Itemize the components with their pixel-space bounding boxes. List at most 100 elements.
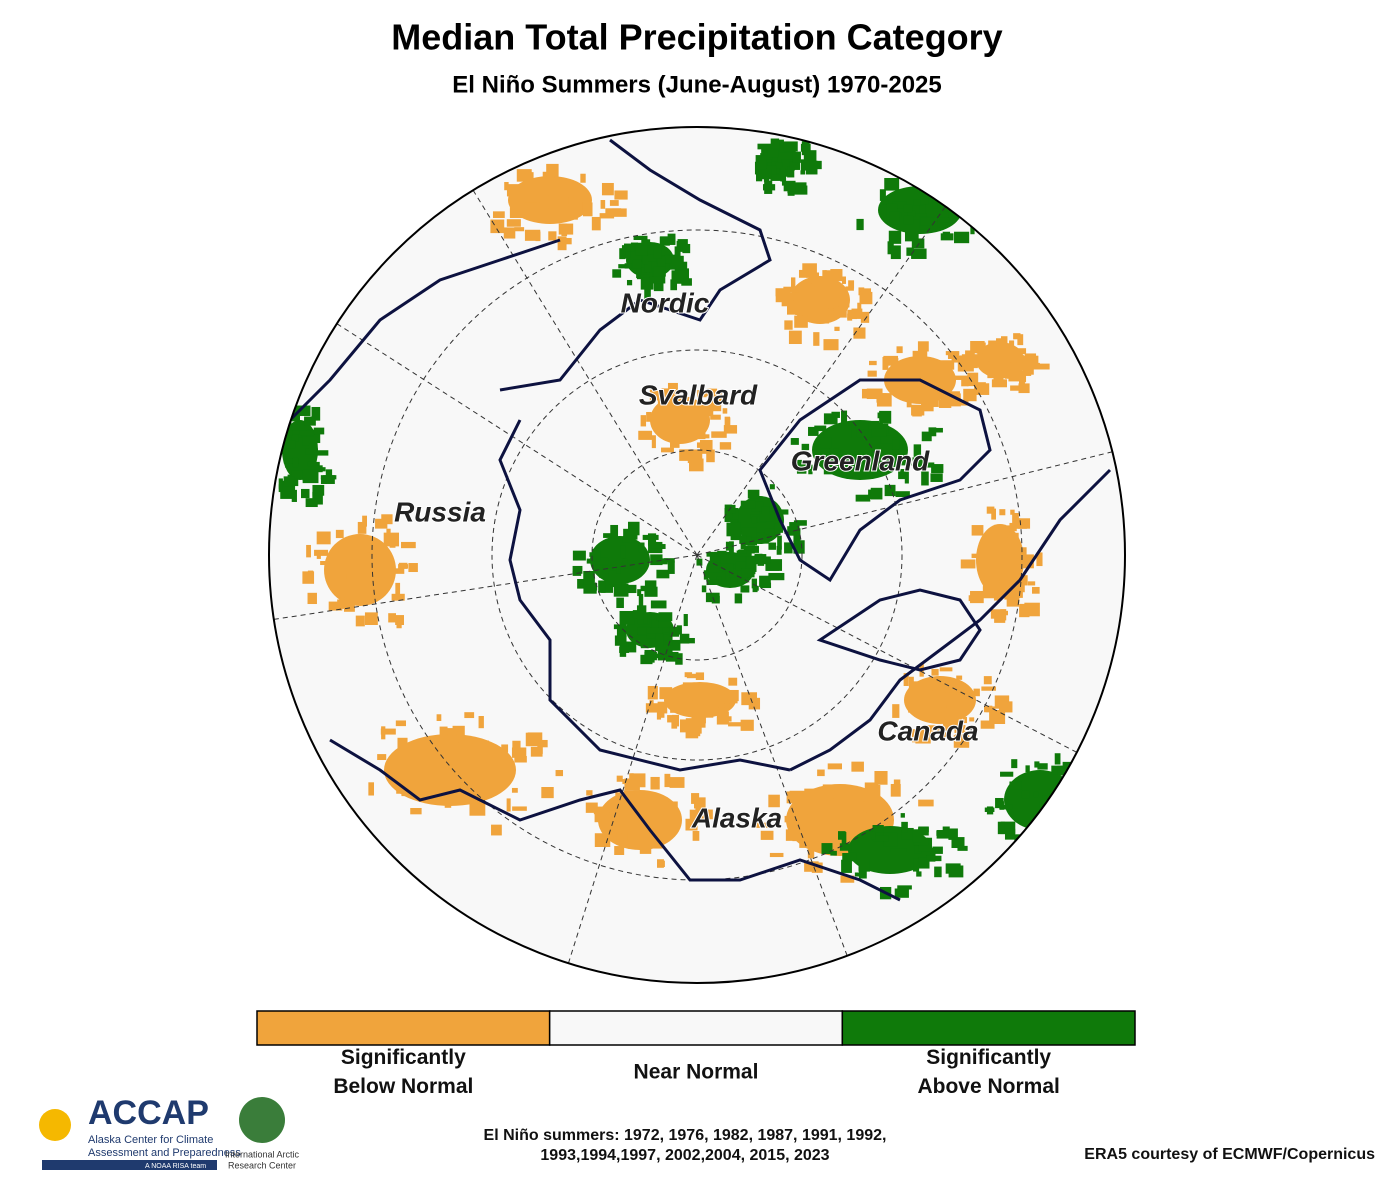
precip-cell (841, 410, 848, 424)
precip-cell (849, 801, 865, 811)
precip-cell (456, 731, 464, 743)
precip-cell (955, 400, 969, 406)
precip-cell (388, 613, 397, 623)
latitude-circle (491, 349, 903, 761)
precip-cell (676, 625, 682, 635)
precip-cell (655, 633, 664, 647)
precip-cell (501, 769, 514, 775)
precip-cell (868, 831, 876, 838)
precip-cell (542, 171, 555, 183)
precip-cell (656, 709, 662, 720)
precip-cell (491, 824, 502, 836)
precip-cell (799, 842, 809, 848)
precip-cell (994, 695, 1010, 709)
precip-cell (905, 363, 914, 370)
precip-cell (694, 797, 706, 809)
precip-cell (906, 399, 912, 408)
precip-cell (860, 288, 872, 299)
precip-cell (1018, 379, 1025, 391)
precip-cell (948, 400, 959, 405)
precip-cell (729, 541, 734, 555)
precip-cell (682, 261, 688, 270)
region-label: Nordic (621, 287, 710, 318)
precip-cell (951, 837, 965, 849)
precip-cell (1071, 784, 1077, 791)
precip-cell (644, 580, 657, 591)
precip-cell (706, 552, 720, 557)
precip-cell (583, 583, 597, 594)
precip-cell (369, 546, 385, 555)
precip-cell (853, 327, 866, 339)
precip-cell (925, 700, 931, 709)
precip-cell (1032, 586, 1040, 594)
precip-cell (751, 516, 757, 524)
subtitle: El Niño Summers (June-August) 1970-2025 (452, 71, 941, 98)
precip-cell (968, 595, 978, 602)
precip-cell (626, 584, 637, 594)
precip-cell (1010, 385, 1024, 391)
precip-cell (633, 235, 648, 241)
precip-cell (626, 279, 633, 286)
precip-cell (982, 536, 994, 543)
precip-cell (890, 783, 901, 797)
legend-swatch (841, 1010, 1136, 1046)
precip-cell (888, 230, 902, 244)
precip-cell (594, 833, 611, 847)
precip-cell (921, 399, 934, 412)
precip-cell (653, 797, 669, 802)
precip-cell (506, 219, 521, 227)
precip-cell (326, 568, 332, 577)
precip-cell (670, 434, 680, 448)
precip-cell (834, 326, 840, 331)
precip-cell (681, 278, 692, 286)
precip-cell (755, 155, 767, 170)
precip-cell (644, 287, 651, 301)
precip-cell (613, 826, 626, 836)
precip-cell (557, 236, 567, 251)
precip-cell (967, 372, 979, 387)
precip-cell (884, 177, 900, 191)
precip-cell (1010, 362, 1024, 371)
precip-cell (969, 717, 975, 722)
coastline (816, 588, 982, 672)
precip-cell (665, 801, 678, 810)
precip-cell (944, 188, 952, 200)
precip-cell (636, 605, 647, 620)
precip-cell (871, 453, 881, 460)
precip-cell (889, 211, 900, 225)
precip-cell (896, 346, 903, 354)
precip-cell (478, 715, 484, 729)
precip-cell (667, 423, 679, 437)
precip-cell (860, 311, 870, 323)
precip-cell (796, 520, 807, 526)
precip-cell (904, 231, 919, 242)
precip-cell (959, 698, 972, 708)
precip-cell (586, 790, 593, 796)
precip-cell (689, 428, 706, 440)
precip-cell (300, 488, 310, 499)
precip-cell (839, 843, 852, 851)
precip-cell (646, 627, 663, 634)
precip-cell (624, 263, 632, 269)
precip-cell (661, 388, 671, 401)
precip-cell (781, 159, 796, 170)
precip-cell (599, 213, 615, 219)
precip-cell (802, 263, 817, 276)
precip-cell (934, 855, 942, 862)
precip-cell (644, 261, 652, 273)
precip-cell (845, 286, 854, 291)
precip-cell (638, 593, 644, 607)
precip-cell (1019, 603, 1030, 618)
precip-cell (937, 219, 946, 228)
sun-icon (39, 1109, 71, 1141)
precip-cell (937, 211, 949, 223)
precip-cell (823, 468, 840, 475)
precip-cell (471, 762, 481, 770)
precip-cell (945, 351, 960, 356)
precip-cell (784, 320, 793, 330)
precip-cell (961, 377, 969, 387)
precip-cell (1000, 609, 1007, 621)
precip-cell (541, 786, 554, 799)
precip-cell (616, 597, 624, 609)
precip-cell (726, 522, 741, 537)
